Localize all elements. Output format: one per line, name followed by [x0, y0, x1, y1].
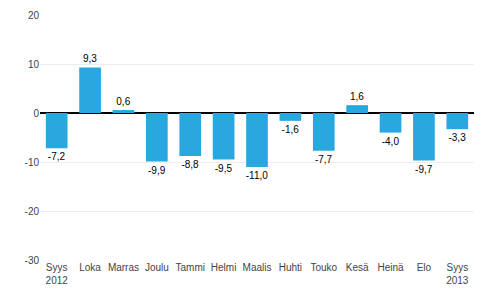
svg-text:9,3: 9,3: [83, 53, 97, 64]
svg-text:10: 10: [28, 59, 40, 70]
svg-text:Kesä: Kesä: [346, 262, 369, 273]
svg-text:-8,8: -8,8: [181, 159, 199, 170]
svg-text:-9,5: -9,5: [215, 163, 233, 174]
svg-text:-9,7: -9,7: [415, 164, 433, 175]
svg-text:-1,6: -1,6: [282, 124, 300, 135]
svg-text:-11,0: -11,0: [246, 170, 268, 181]
svg-text:Maalis: Maalis: [243, 262, 272, 273]
svg-text:-30: -30: [25, 255, 40, 266]
svg-text:Joulu: Joulu: [145, 262, 169, 273]
svg-text:Syys2013: Syys2013: [446, 262, 469, 286]
svg-text:-7,2: -7,2: [48, 151, 66, 162]
svg-text:-20: -20: [25, 206, 40, 217]
svg-text:Loka: Loka: [79, 262, 101, 273]
svg-text:20: 20: [28, 10, 40, 21]
svg-text:0: 0: [33, 108, 39, 119]
svg-text:Huhti: Huhti: [279, 262, 302, 273]
svg-text:0,6: 0,6: [116, 96, 130, 107]
svg-text:Syys2012: Syys2012: [46, 262, 69, 286]
svg-text:Heinä: Heinä: [377, 262, 404, 273]
svg-text:Marras: Marras: [108, 262, 139, 273]
svg-text:-9,9: -9,9: [148, 165, 166, 176]
svg-text:Helmi: Helmi: [211, 262, 237, 273]
svg-text:-4,0: -4,0: [382, 136, 400, 147]
svg-text:Elo: Elo: [417, 262, 432, 273]
svg-text:1,6: 1,6: [350, 91, 364, 102]
svg-text:Tammi: Tammi: [176, 262, 205, 273]
svg-text:-3,3: -3,3: [448, 132, 466, 143]
svg-text:-7,7: -7,7: [315, 154, 333, 165]
svg-text:Touko: Touko: [310, 262, 337, 273]
svg-text:-10: -10: [25, 157, 40, 168]
